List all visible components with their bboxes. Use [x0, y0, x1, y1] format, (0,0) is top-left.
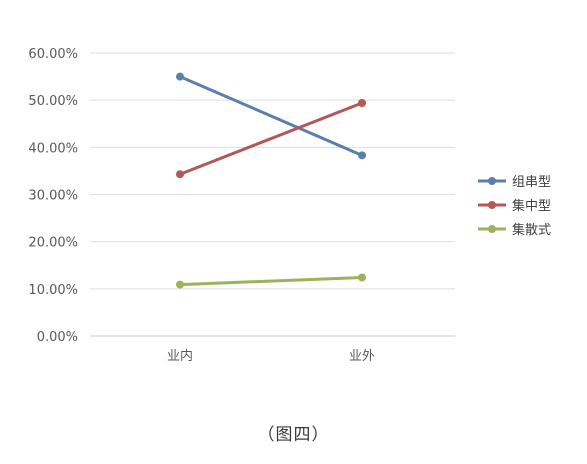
legend-item: 集中型	[478, 198, 551, 214]
series-lines	[176, 72, 366, 289]
y-tick-label: 20.00%	[28, 236, 78, 251]
x-tick-label: 业外	[349, 349, 375, 364]
data-point	[176, 280, 184, 289]
data-point	[358, 98, 366, 107]
data-point	[358, 151, 366, 160]
legend-item: 集散式	[478, 222, 551, 238]
series-line	[178, 276, 364, 287]
legend-label: 集散式	[512, 222, 551, 238]
y-tick-label: 60.00%	[28, 47, 78, 62]
figure-caption: （图四）	[257, 425, 330, 445]
x-axis-ticks: 业内 业外	[167, 348, 375, 364]
data-point	[176, 170, 184, 179]
legend-item: 组串型	[478, 175, 551, 190]
y-tick-label: 50.00%	[28, 94, 78, 109]
y-tick-label: 40.00%	[28, 141, 78, 156]
data-point	[358, 273, 366, 282]
legend-swatch-marker	[488, 177, 496, 185]
data-point	[176, 72, 184, 81]
y-axis-ticks: 0.00% 10.00% 20.00% 30.00% 40.00% 50.00% 60.00…	[28, 47, 78, 345]
series-集中型	[176, 98, 366, 179]
legend-swatch-marker	[488, 201, 496, 209]
series-line	[178, 101, 364, 176]
y-tick-label: 0.00%	[37, 330, 78, 345]
y-tick-label: 10.00%	[28, 283, 78, 298]
series-组串型	[176, 72, 366, 160]
legend-label: 集中型	[512, 198, 551, 214]
legend-label: 组串型	[512, 175, 551, 190]
gridlines	[90, 52, 455, 337]
series-line	[178, 75, 364, 157]
legend-swatch-marker	[488, 225, 496, 233]
x-tick-label: 业内	[167, 348, 193, 364]
y-tick-label: 30.00%	[28, 189, 78, 204]
series-集散式	[176, 273, 366, 289]
